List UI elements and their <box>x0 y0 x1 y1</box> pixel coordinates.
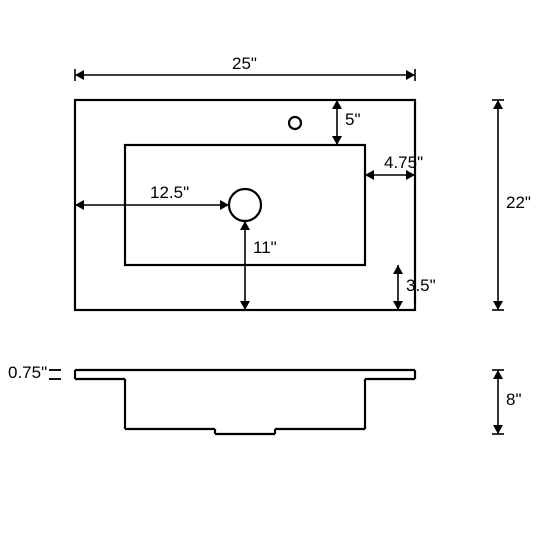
dimension-drawing: 25" 22" 12.5" 11" 5" 4.75" 3.5" 0.75" 8" <box>0 0 550 550</box>
drawing-svg <box>0 0 550 550</box>
dim-c125: 12.5" <box>150 183 189 203</box>
dim-t075: 0.75" <box>8 363 47 383</box>
dim-h22: 22" <box>506 193 531 213</box>
dim-b35: 3.5" <box>406 276 436 296</box>
drain-hole <box>229 189 261 221</box>
dim-w25: 25" <box>232 54 257 74</box>
dim-s8: 8" <box>506 390 522 410</box>
dim-r475: 4.75" <box>384 153 423 173</box>
dim-f5: 5" <box>345 110 361 130</box>
faucet-hole <box>289 117 301 129</box>
dim-d11: 11" <box>253 238 277 258</box>
